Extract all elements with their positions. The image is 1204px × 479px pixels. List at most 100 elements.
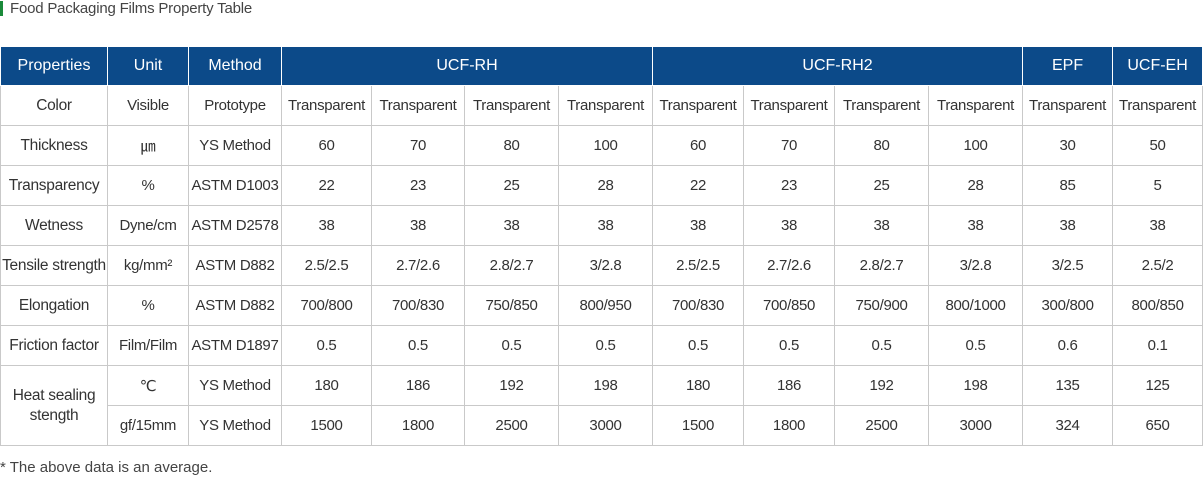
value-cell: 70 xyxy=(743,125,836,166)
value-cell: 800/1000 xyxy=(928,285,1024,326)
value-cell: 1500 xyxy=(281,405,372,446)
table-row: Transparency% ASTM D1003 22 23 25 28 22 23 25 28 8… xyxy=(0,165,1204,206)
value-cell: 3/2.8 xyxy=(557,245,654,286)
value-cell: 1800 xyxy=(371,405,465,446)
value-cell: 2.7/2.6 xyxy=(743,245,836,286)
value-cell: 700/830 xyxy=(371,285,465,326)
header-ucf-rh: UCF-RH xyxy=(280,47,654,86)
value-cell: Transparent xyxy=(928,85,1024,126)
value-cell: 50 xyxy=(1112,125,1204,166)
value-cell: 38 xyxy=(464,205,559,246)
value-cell: 2.8/2.7 xyxy=(464,245,559,286)
header-ucf-rh2: UCF-RH2 xyxy=(652,47,1024,86)
value-cell: 192 xyxy=(834,365,930,406)
value-cell: 2.5/2.5 xyxy=(281,245,372,286)
property-cell: Thickness xyxy=(0,125,108,166)
value-cell: 25 xyxy=(464,165,559,206)
value-cell: 0.5 xyxy=(834,325,930,366)
value-cell: 38 xyxy=(834,205,930,246)
value-cell: 60 xyxy=(652,125,745,166)
value-cell: 750/850 xyxy=(464,285,559,326)
property-cell: Wetness xyxy=(0,205,108,246)
value-cell: 60 xyxy=(281,125,372,166)
value-cell: 198 xyxy=(557,365,654,406)
value-cell: 0.5 xyxy=(743,325,836,366)
value-cell: 38 xyxy=(928,205,1024,246)
unit-cell: Film/Film xyxy=(107,325,189,366)
value-cell: 0.5 xyxy=(371,325,465,366)
value-cell: 5 xyxy=(1112,165,1204,206)
property-cell: Elongation xyxy=(0,285,108,326)
method-cell: ASTM D1003 xyxy=(188,165,282,206)
value-cell: 0.6 xyxy=(1022,325,1114,366)
value-cell: 0.5 xyxy=(928,325,1024,366)
unit-cell: Dyne/cm xyxy=(107,205,189,246)
value-cell: 30 xyxy=(1022,125,1114,166)
value-cell: 135 xyxy=(1022,365,1114,406)
value-cell: 28 xyxy=(557,165,654,206)
value-cell: 100 xyxy=(557,125,654,166)
table-row: Heat sealing stength ℃ YS Method 180 186 192 1… xyxy=(0,365,1204,446)
value-cell: 2.5/2 xyxy=(1112,245,1204,286)
unit-cell: gf/15mm xyxy=(107,405,189,446)
value-cell: 2500 xyxy=(464,405,559,446)
value-cell: 800/850 xyxy=(1112,285,1204,326)
value-cell: 3000 xyxy=(557,405,654,446)
value-cell: 186 xyxy=(743,365,836,406)
value-cell: 1500 xyxy=(652,405,745,446)
value-cell: 198 xyxy=(928,365,1024,406)
value-cell: 38 xyxy=(743,205,836,246)
footnote: * The above data is an average. xyxy=(0,459,213,476)
value-cell: 23 xyxy=(743,165,836,206)
header-epf: EPF xyxy=(1022,47,1114,86)
value-cell: Transparent xyxy=(1112,85,1204,126)
value-cell: Transparent xyxy=(281,85,372,126)
value-cell: 28 xyxy=(928,165,1024,206)
value-cell: 38 xyxy=(281,205,372,246)
value-cell: 2.5/2.5 xyxy=(652,245,745,286)
method-cell: ASTM D882 xyxy=(188,245,282,286)
value-cell: 750/900 xyxy=(834,285,930,326)
value-cell: Transparent xyxy=(652,85,745,126)
page-title: Food Packaging Films Property Table xyxy=(10,0,253,17)
value-cell: 2500 xyxy=(834,405,930,446)
value-cell: 25 xyxy=(834,165,930,206)
title-accent-bar xyxy=(0,1,3,16)
value-cell: 85 xyxy=(1022,165,1114,206)
unit-cell: ℃ xyxy=(107,365,189,406)
value-cell: 0.5 xyxy=(652,325,745,366)
header-unit: Unit xyxy=(107,47,189,86)
value-cell: 2.8/2.7 xyxy=(834,245,930,286)
table-row: Tensile strength kg/mm² ASTM D882 2.5/2.5 2.… xyxy=(0,245,1204,286)
table-row: Wetness Dyne/cm ASTM D2578 38 38 38 38 38 38 38 38… xyxy=(0,205,1204,246)
value-cell: 100 xyxy=(928,125,1024,166)
value-cell: Transparent xyxy=(834,85,930,126)
method-cell: Prototype xyxy=(188,85,282,126)
value-cell: 38 xyxy=(557,205,654,246)
header-method: Method xyxy=(188,47,282,86)
value-cell: 300/800 xyxy=(1022,285,1114,326)
value-cell: Transparent xyxy=(743,85,836,126)
value-cell: 80 xyxy=(464,125,559,166)
value-cell: Transparent xyxy=(371,85,465,126)
value-cell: 38 xyxy=(652,205,745,246)
header-ucf-eh: UCF-EH xyxy=(1112,47,1204,86)
value-cell: 186 xyxy=(371,365,465,406)
value-cell: Transparent xyxy=(557,85,654,126)
unit-cell: kg/mm² xyxy=(107,245,189,286)
table-row: Color Visible Prototype Transparent Transpar… xyxy=(0,85,1204,126)
section-title: Food Packaging Films Property Table xyxy=(0,0,252,17)
table-row: gf/15mm YS Method 1500 1800 2500 3000 1500 1800… xyxy=(1,405,1204,446)
value-cell: 70 xyxy=(371,125,465,166)
value-cell: 38 xyxy=(1022,205,1114,246)
value-cell: 700/850 xyxy=(743,285,836,326)
method-cell: YS Method xyxy=(188,125,282,166)
property-cell: Transparency xyxy=(0,165,108,206)
value-cell: 180 xyxy=(281,365,372,406)
property-cell: Friction factor xyxy=(0,325,108,366)
value-cell: 80 xyxy=(834,125,930,166)
header-properties: Properties xyxy=(0,47,108,86)
value-cell: 0.5 xyxy=(281,325,372,366)
value-cell: 3/2.8 xyxy=(928,245,1024,286)
table-row: Friction factor Film/Film ASTM D1897 0.5 0.5… xyxy=(0,325,1204,366)
